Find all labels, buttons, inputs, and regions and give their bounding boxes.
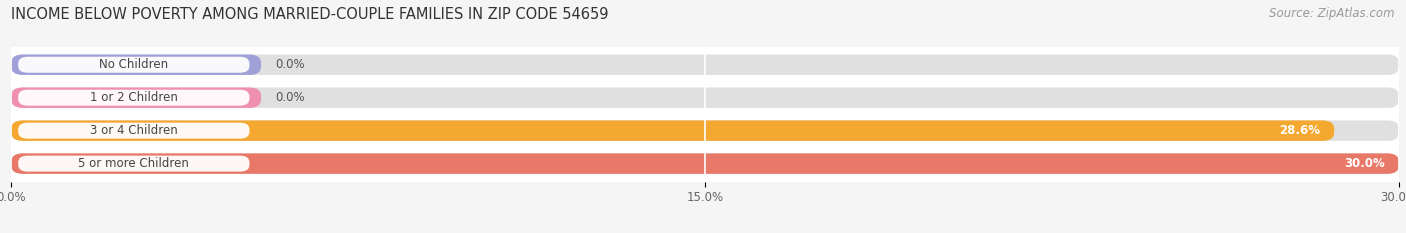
FancyBboxPatch shape [18, 57, 249, 73]
Text: 5 or more Children: 5 or more Children [79, 157, 190, 170]
FancyBboxPatch shape [11, 120, 1334, 141]
FancyBboxPatch shape [18, 156, 249, 171]
Text: INCOME BELOW POVERTY AMONG MARRIED-COUPLE FAMILIES IN ZIP CODE 54659: INCOME BELOW POVERTY AMONG MARRIED-COUPL… [11, 7, 609, 22]
FancyBboxPatch shape [11, 153, 1399, 174]
FancyBboxPatch shape [11, 55, 1399, 75]
FancyBboxPatch shape [11, 87, 262, 108]
FancyBboxPatch shape [18, 123, 249, 139]
Text: 0.0%: 0.0% [276, 91, 305, 104]
FancyBboxPatch shape [11, 120, 1399, 141]
Text: 1 or 2 Children: 1 or 2 Children [90, 91, 177, 104]
Text: 28.6%: 28.6% [1279, 124, 1320, 137]
Text: 3 or 4 Children: 3 or 4 Children [90, 124, 177, 137]
Text: Source: ZipAtlas.com: Source: ZipAtlas.com [1270, 7, 1395, 20]
Text: 0.0%: 0.0% [276, 58, 305, 71]
Text: No Children: No Children [100, 58, 169, 71]
FancyBboxPatch shape [11, 55, 262, 75]
Text: 30.0%: 30.0% [1344, 157, 1385, 170]
FancyBboxPatch shape [11, 153, 1399, 174]
FancyBboxPatch shape [11, 87, 1399, 108]
FancyBboxPatch shape [18, 90, 249, 106]
